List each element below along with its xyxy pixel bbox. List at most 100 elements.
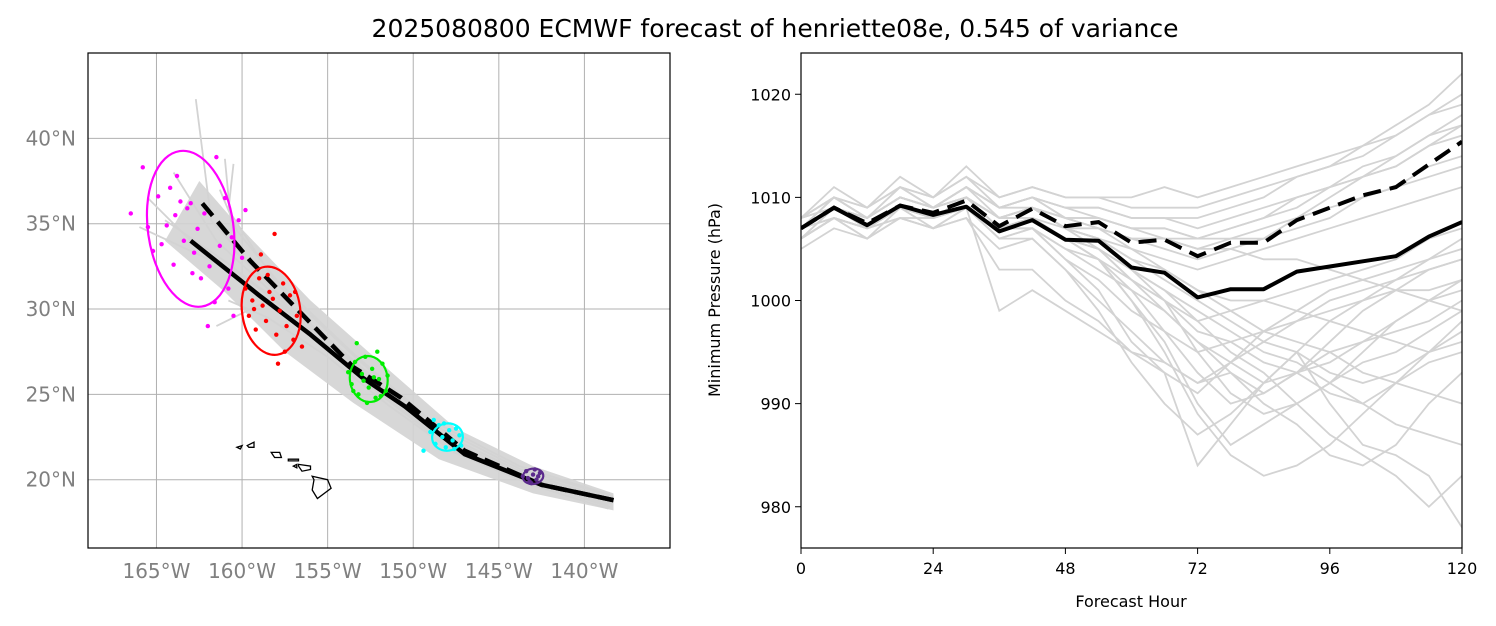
- map-y-tick-label: 35°N: [26, 212, 76, 236]
- cluster-point: [373, 395, 378, 400]
- ensemble-pressure-line: [801, 206, 1462, 405]
- cluster-point: [534, 477, 539, 482]
- cluster-point: [239, 255, 245, 261]
- pressure-x-tick-label: 120: [1447, 559, 1478, 578]
- cluster-point: [207, 264, 212, 269]
- island-outline: [297, 463, 312, 472]
- cluster-point: [188, 201, 193, 206]
- map-x-tick-label: 160°W: [208, 559, 276, 583]
- pressure-x-tick-label: 72: [1187, 559, 1207, 578]
- cluster-point: [128, 211, 133, 216]
- map-frame: [87, 52, 671, 549]
- cluster-point: [443, 445, 448, 450]
- cluster-point: [299, 344, 305, 349]
- cluster-point: [205, 323, 211, 329]
- cluster-point: [171, 262, 176, 267]
- cluster-point: [256, 276, 262, 281]
- cluster-point: [274, 332, 279, 337]
- map-x-tick-label: 150°W: [379, 559, 447, 583]
- ensemble-pressure-line: [801, 206, 1462, 436]
- ensemble-pressure-line: [801, 206, 1462, 384]
- ensemble-pressure-line: [801, 216, 1462, 395]
- island-outline: [291, 463, 298, 469]
- map-x-tick-label: 165°W: [122, 559, 190, 583]
- cluster-point: [167, 185, 173, 191]
- cluster-point: [361, 378, 366, 383]
- pressure-y-tick-label: 1020: [750, 85, 791, 104]
- hawaii-islands: [235, 441, 332, 500]
- pressure-x-tick-label: 48: [1055, 559, 1075, 578]
- cluster-ellipse: [430, 422, 464, 452]
- map-y-tick-label: 25°N: [26, 382, 76, 406]
- cluster-point: [354, 340, 359, 346]
- cluster-point: [229, 235, 234, 240]
- map-x-tick-label: 155°W: [294, 559, 362, 583]
- cluster-point: [202, 211, 207, 216]
- track-map-panel: 165°W 160°W 155°W 150°W 145°W 140°W 20°N 25°N 30…: [26, 52, 671, 583]
- map-x-tick-label: 145°W: [465, 559, 533, 583]
- mean-pressure-lines: [801, 140, 1462, 300]
- cluster-point: [421, 448, 426, 453]
- cluster-point: [260, 303, 265, 308]
- pressure-y-tick-label: 980: [760, 498, 791, 517]
- ensemble-pressure-line: [801, 186, 1462, 405]
- ensemble-pressure-line: [801, 206, 1462, 528]
- ensemble-pressure-line: [801, 103, 1462, 219]
- cluster-point: [253, 327, 258, 332]
- cluster-point: [173, 212, 178, 218]
- cluster-point: [371, 375, 377, 380]
- pressure-ylabel: Minimum Pressure (hPa): [705, 203, 724, 397]
- cluster-point: [185, 206, 190, 211]
- cluster-point: [525, 475, 531, 481]
- ensemble-pressure-line: [801, 185, 1462, 384]
- island-outline: [287, 458, 300, 462]
- cluster-point: [263, 318, 269, 324]
- cluster-point: [287, 293, 293, 298]
- island-outline: [235, 444, 244, 450]
- cluster-point: [250, 298, 255, 303]
- cluster-point: [277, 308, 282, 313]
- ensemble-pressure-line: [801, 72, 1462, 219]
- cluster-point: [294, 313, 300, 319]
- cluster-point: [140, 165, 145, 170]
- mean-pressure-line: [801, 203, 1462, 300]
- cluster-point: [251, 306, 257, 312]
- cluster-point: [530, 472, 536, 477]
- cluster-point: [198, 276, 204, 281]
- ensemble-pressure-line: [801, 206, 1462, 509]
- cluster-point: [236, 218, 241, 223]
- pressure-x-tick-label: 0: [796, 559, 806, 578]
- cluster-point: [369, 366, 375, 371]
- dashed-pressure-line: [801, 140, 1462, 259]
- pressure-y-tick-label: 1010: [750, 188, 791, 207]
- map-tick-labels: 165°W 160°W 155°W 150°W 145°W 140°W 20°N 25°N 30…: [26, 126, 619, 583]
- ensemble-pressure-line: [801, 206, 1462, 467]
- pressure-y-tick-label: 990: [760, 395, 791, 414]
- map-y-tick-label: 40°N: [26, 126, 76, 150]
- pressure-panel: 0 24 48 72 96 120 980 990 1000 1010 1020 Forecast …: [705, 52, 1477, 611]
- cluster-point: [178, 199, 183, 204]
- cluster-point: [457, 433, 462, 438]
- cluster-point: [284, 323, 289, 329]
- cluster-point: [440, 434, 445, 440]
- ensemble-pressure-line: [801, 206, 1462, 323]
- cluster-point: [155, 194, 161, 199]
- cluster-point: [195, 226, 200, 232]
- map-y-tick-label: 30°N: [26, 297, 76, 321]
- pressure-ticks: 0 24 48 72 96 120 980 990 1000 1010 1020: [750, 85, 1477, 578]
- cluster-point: [375, 349, 380, 354]
- ensemble-pressure-line: [801, 93, 1462, 219]
- cluster-point: [272, 231, 277, 237]
- ensemble-track-line: [172, 172, 611, 508]
- ensemble-track-line: [218, 189, 611, 496]
- cluster-point: [191, 250, 197, 255]
- cluster-ellipse: [521, 467, 545, 486]
- cluster-point: [535, 474, 541, 479]
- map-gridlines: [88, 53, 670, 548]
- map-x-tick-label: 140°W: [550, 559, 618, 583]
- cluster-point: [190, 270, 195, 276]
- pressure-x-tick-label: 96: [1320, 559, 1340, 578]
- cluster-point: [275, 361, 281, 366]
- cluster-point: [450, 438, 455, 443]
